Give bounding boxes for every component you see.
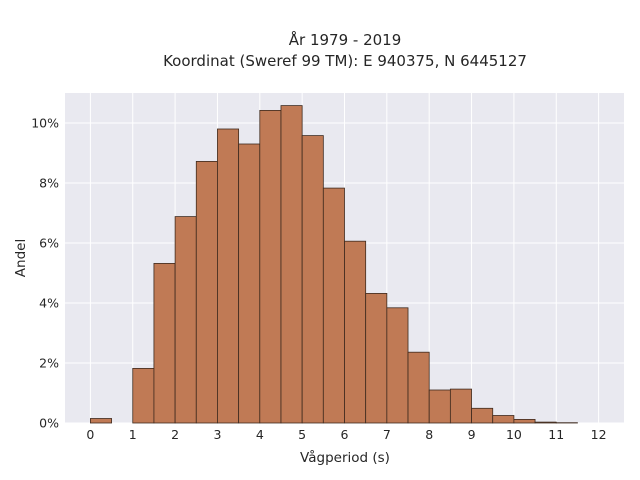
x-tick-label: 12 (591, 427, 607, 442)
histogram-bar (280, 105, 303, 424)
histogram-bar (449, 388, 472, 424)
y-tick-label: 8% (39, 176, 59, 191)
histogram-bar (238, 143, 261, 424)
histogram-bar (322, 187, 345, 424)
x-tick-label: 4 (256, 427, 264, 442)
y-tick-label: 10% (31, 116, 59, 131)
x-tick-label: 6 (341, 427, 349, 442)
histogram-bar (132, 367, 155, 424)
x-tick-label: 10 (506, 427, 522, 442)
histogram-bar (259, 110, 282, 424)
histogram-bar (534, 421, 557, 424)
histogram-bar (195, 160, 218, 424)
x-tick-label: 9 (468, 427, 476, 442)
y-axis-ticks: 0% 2% 4% 6% 8% 10% (31, 116, 59, 431)
histogram-bar (428, 389, 451, 424)
histogram-bar (492, 415, 515, 424)
histogram-bar (407, 351, 430, 424)
histogram-bar (365, 292, 388, 424)
histogram-bar (301, 135, 324, 424)
y-tick-label: 6% (39, 236, 59, 251)
x-tick-label: 1 (129, 427, 137, 442)
histogram-bar (217, 128, 240, 424)
y-tick-label: 0% (39, 416, 59, 431)
histogram-bar (153, 262, 176, 424)
histogram-bar (174, 216, 197, 424)
y-tick-label: 2% (39, 356, 59, 371)
x-axis-ticks: 0 1 2 3 4 5 6 7 8 9 10 11 12 (86, 427, 606, 442)
x-tick-label: 8 (425, 427, 433, 442)
x-tick-label: 3 (213, 427, 221, 442)
histogram-bar (344, 240, 367, 424)
histogram-bars (90, 105, 578, 424)
histogram-bar (471, 407, 494, 424)
chart-title-line-2: Koordinat (Sweref 99 TM): E 940375, N 64… (163, 52, 527, 70)
y-tick-label: 4% (39, 296, 59, 311)
x-tick-label: 0 (86, 427, 94, 442)
x-axis-label: Vågperiod (s) (300, 449, 390, 466)
x-tick-label: 2 (171, 427, 179, 442)
histogram-bar (90, 418, 112, 424)
y-axis-label: Andel (13, 239, 29, 277)
histogram-bar (386, 307, 409, 424)
histogram-bar (513, 418, 536, 424)
chart-title-line-1: År 1979 - 2019 (289, 30, 402, 49)
x-tick-label: 11 (548, 427, 564, 442)
x-tick-label: 5 (298, 427, 306, 442)
x-tick-label: 7 (383, 427, 391, 442)
